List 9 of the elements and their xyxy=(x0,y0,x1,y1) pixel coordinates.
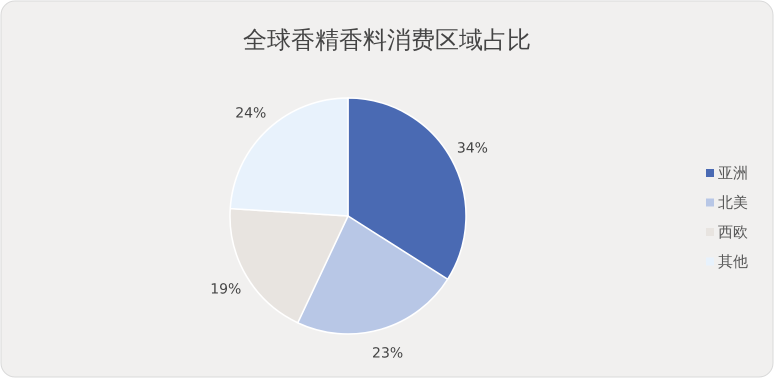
legend-label: 西欧 xyxy=(718,223,748,241)
chart-title: 全球香精香料消费区域占比 xyxy=(243,26,531,54)
data-label: 23% xyxy=(372,345,404,362)
data-label: 34% xyxy=(456,140,488,157)
data-label: 24% xyxy=(235,105,266,122)
legend-label: 亚洲 xyxy=(718,164,748,182)
legend-label: 其他 xyxy=(718,252,748,270)
legend-label: 北美 xyxy=(718,194,748,212)
data-label: 19% xyxy=(210,281,242,298)
